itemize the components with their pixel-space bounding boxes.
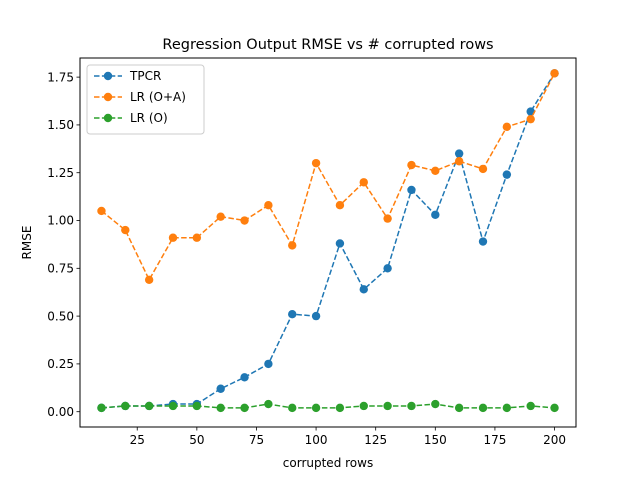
data-point-lr-o-a — [121, 225, 130, 235]
data-point-lr-o-a — [144, 275, 154, 284]
data-point-lr-o — [407, 401, 416, 411]
legend-box — [86, 64, 205, 135]
y-axis-label: RMSE — [20, 226, 34, 260]
data-point-lr-o-a — [478, 164, 488, 174]
series-lr-o — [97, 399, 559, 413]
y-tick-label: 0.50 — [47, 309, 74, 323]
data-point-lr-o-a — [454, 157, 464, 166]
y-tick-label: 1.00 — [47, 214, 74, 228]
data-point-lr-o — [478, 403, 488, 413]
data-point-lr-o-a — [192, 233, 202, 242]
data-point-tpcr — [311, 311, 321, 321]
data-point-lr-o-a — [240, 216, 249, 225]
data-point-lr-o — [168, 401, 178, 411]
data-point-tpcr — [288, 309, 297, 319]
data-point-lr-o-a — [311, 158, 321, 168]
data-point-lr-o-a — [97, 206, 106, 216]
data-point-lr-o — [121, 401, 130, 411]
x-tick-label: 125 — [364, 433, 387, 447]
data-point-tpcr — [383, 264, 392, 273]
data-point-lr-o — [335, 403, 345, 413]
y-axis-ticks: 0.00 0.25 0.50 0.75 1.00 1.25 1.50 1.75 — [47, 70, 80, 419]
legend-marker-lr-o-a — [103, 92, 113, 102]
x-axis-label: corrupted rows — [283, 456, 373, 470]
series-lr-o-a — [97, 69, 559, 284]
legend-entry-lr-o: LR (O) — [94, 111, 168, 125]
data-point-tpcr — [335, 239, 345, 248]
data-point-lr-o-a — [168, 233, 178, 242]
data-point-lr-o — [526, 401, 535, 411]
data-point-lr-o — [502, 403, 512, 413]
x-tick-label: 200 — [543, 433, 566, 447]
legend: TPCR LR (O+A) LR (O) — [86, 64, 205, 135]
data-point-lr-o — [216, 403, 225, 413]
data-point-tpcr — [216, 384, 225, 393]
data-point-lr-o-a — [431, 166, 440, 176]
y-tick-label: 1.75 — [47, 70, 74, 84]
y-tick-label: 1.25 — [47, 166, 74, 180]
data-point-tpcr — [431, 210, 440, 219]
data-point-lr-o-a — [335, 201, 345, 210]
x-tick-label: 100 — [305, 433, 328, 447]
x-axis-ticks: 25 50 75 100 125 150 175 200 — [130, 427, 566, 447]
data-point-lr-o — [311, 403, 321, 413]
legend-marker-lr-o — [103, 113, 113, 123]
data-point-lr-o-a — [502, 122, 512, 132]
data-point-lr-o-a — [216, 212, 225, 221]
x-tick-label: 75 — [249, 433, 264, 447]
data-point-lr-o-a — [359, 178, 368, 187]
data-point-tpcr — [502, 170, 512, 179]
data-point-lr-o-a — [383, 214, 392, 223]
data-point-tpcr — [240, 373, 249, 382]
legend-label-lr-o-a: LR (O+A) — [130, 90, 186, 104]
data-point-lr-o-a — [264, 201, 273, 210]
x-tick-label: 50 — [189, 433, 204, 447]
data-point-tpcr — [407, 185, 416, 195]
legend-entry-tpcr: TPCR — [94, 69, 161, 83]
legend-entry-lr-o-a: LR (O+A) — [94, 90, 186, 104]
data-point-lr-o — [431, 399, 440, 409]
y-tick-label: 1.50 — [47, 118, 74, 132]
y-tick-label: 0.00 — [47, 405, 74, 419]
x-tick-label: 175 — [483, 433, 506, 447]
x-tick-label: 25 — [130, 433, 145, 447]
data-point-lr-o-a — [407, 160, 416, 170]
x-tick-label: 150 — [424, 433, 447, 447]
data-point-lr-o — [383, 401, 392, 411]
data-point-lr-o — [454, 403, 464, 413]
data-point-lr-o-a — [526, 114, 535, 124]
data-point-lr-o — [264, 399, 273, 409]
data-point-lr-o — [192, 401, 202, 411]
data-point-tpcr — [264, 359, 273, 369]
legend-label-tpcr: TPCR — [129, 69, 161, 83]
data-point-lr-o — [97, 403, 106, 413]
data-point-lr-o — [144, 401, 154, 411]
y-tick-label: 0.25 — [47, 357, 74, 371]
chart-title: Regression Output RMSE vs # corrupted ro… — [162, 37, 493, 53]
data-point-lr-o — [359, 401, 368, 411]
legend-label-lr-o: LR (O) — [130, 111, 168, 125]
data-point-lr-o — [550, 403, 559, 413]
data-point-lr-o — [288, 403, 297, 413]
data-point-tpcr — [454, 149, 464, 158]
plot-area-frame — [79, 57, 577, 428]
y-tick-label: 0.75 — [47, 262, 74, 276]
data-point-lr-o — [240, 403, 249, 413]
data-point-tpcr — [359, 285, 368, 294]
data-point-tpcr — [478, 237, 488, 246]
data-point-lr-o-a — [550, 69, 559, 78]
legend-marker-tpcr — [103, 71, 113, 81]
data-point-lr-o-a — [288, 241, 297, 250]
series-layer — [97, 69, 559, 413]
